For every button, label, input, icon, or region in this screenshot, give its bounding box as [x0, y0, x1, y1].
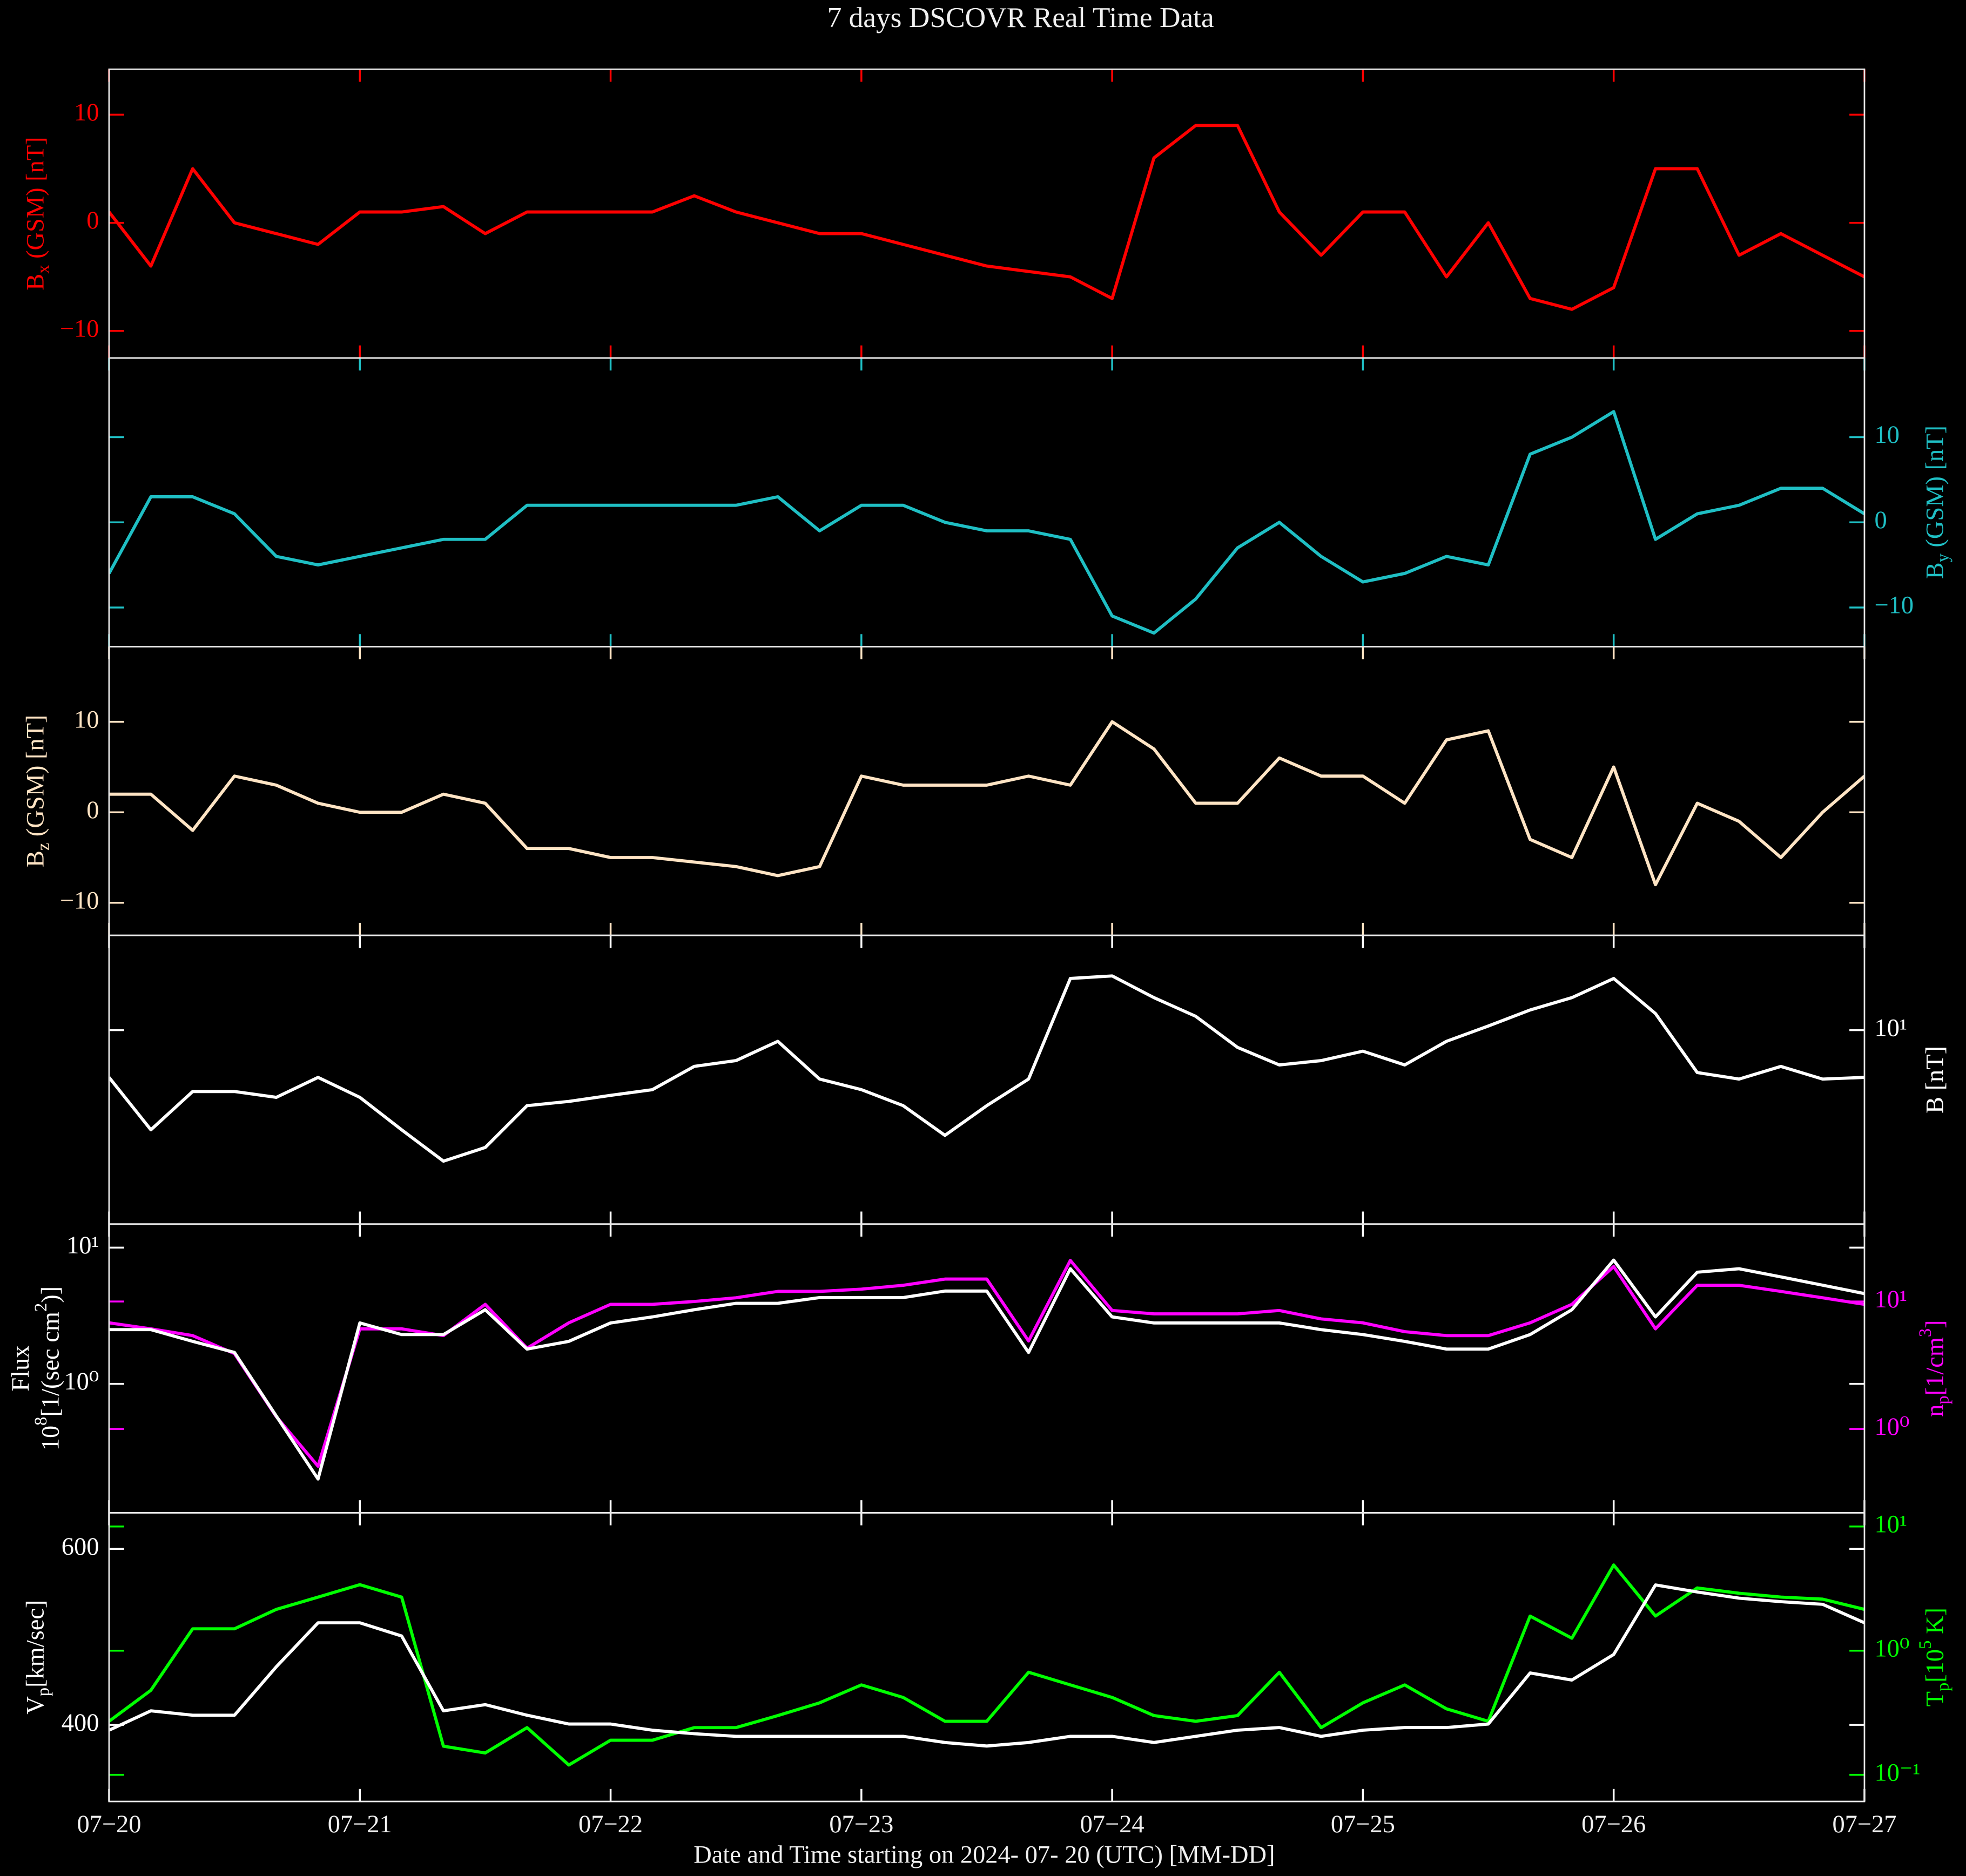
- axis-label-part: x: [34, 265, 53, 274]
- axis-label-part: B [nT]: [1921, 1046, 1949, 1114]
- axis-label-part: ]: [1921, 1320, 1949, 1328]
- y-tick-label: 10¹: [1875, 1510, 1907, 1538]
- axis-label-part: B: [22, 274, 49, 291]
- axis-label-part: n: [1921, 1405, 1949, 1417]
- y-tick-label: −10: [1875, 592, 1914, 619]
- axis-label: By (GSM) [nT]: [1921, 426, 1953, 579]
- axis-label: Flux: [6, 1346, 34, 1392]
- data-line: [109, 1259, 1864, 1468]
- data-line: [109, 124, 1864, 311]
- axis-label-part: y: [1934, 553, 1953, 562]
- data-line: [109, 974, 1864, 1163]
- axis-label-part: [km/sec]: [22, 1600, 49, 1688]
- axis-label-part: 5: [1916, 1641, 1935, 1649]
- axis-label: np[1/cm3]: [1916, 1320, 1953, 1416]
- y-tick-label: 0: [86, 797, 99, 824]
- axis-label: B [nT]: [1921, 1046, 1949, 1114]
- axis-label-part: (GSM) [nT]: [1921, 426, 1949, 554]
- y-tick-label: 10¹: [1875, 1286, 1907, 1313]
- axis-label-part: (GSM) [nT]: [22, 715, 49, 843]
- y-tick-label: 10: [1875, 421, 1900, 449]
- y-tick-label: 10⁰: [1875, 1413, 1910, 1441]
- axis-label-part: )]: [37, 1286, 64, 1303]
- y-tick-label: −10: [60, 315, 99, 342]
- axis-label-part: [1/cm: [1921, 1337, 1949, 1395]
- y-tick-label: 10: [74, 99, 99, 126]
- x-tick-label: 07−27: [1832, 1811, 1896, 1838]
- x-tick-label: 07−23: [829, 1811, 893, 1838]
- axis-label-part: B: [22, 851, 49, 867]
- axis-label-part: [1/(sec cm: [37, 1312, 64, 1417]
- axis-label-part: Flux: [6, 1346, 34, 1392]
- y-tick-label: 400: [62, 1709, 99, 1737]
- y-tick-label: 600: [62, 1533, 99, 1561]
- axis-label: Vp[km/sec]: [22, 1600, 53, 1715]
- axis-label-part: p: [1934, 1395, 1953, 1404]
- x-tick-label: 07−22: [578, 1811, 643, 1838]
- axis-label-part: [10: [1921, 1649, 1949, 1683]
- axis-label-part: K]: [1921, 1608, 1949, 1641]
- y-tick-label: −10: [60, 887, 99, 914]
- axis-label-part: 8: [31, 1417, 51, 1426]
- data-line: [109, 720, 1864, 887]
- axis-label: Bz (GSM) [nT]: [22, 715, 53, 868]
- axis-label: Bx (GSM) [nT]: [22, 137, 53, 290]
- y-tick-label: 10¹: [1875, 1014, 1907, 1042]
- panel: −10 0 10 Bx (GSM) [nT]: [22, 68, 1866, 359]
- axis-label-part: 2: [31, 1303, 51, 1312]
- axis-label-part: T: [1921, 1691, 1949, 1706]
- panel-frame: [108, 1511, 1866, 1803]
- y-tick-label: 10⁰: [64, 1368, 99, 1395]
- x-tick-label: 07−25: [1331, 1811, 1395, 1838]
- x-tick-label: 07−20: [77, 1811, 141, 1838]
- chart-title: 7 days DSCOVR Real Time Data: [827, 1, 1214, 33]
- axis-label-part: p: [1934, 1683, 1953, 1691]
- y-tick-label: 10⁰: [1875, 1635, 1910, 1662]
- axis-label-part: z: [34, 843, 53, 851]
- axis-label-part: B: [1921, 562, 1949, 579]
- axis-label-part: (GSM) [nT]: [22, 137, 49, 265]
- x-tick-label: 07−21: [328, 1811, 392, 1838]
- data-line: [109, 1258, 1864, 1481]
- panel: 07−20 07−21 07−22 07−23 07−24 07−25 07−26 07−27…: [22, 1510, 1953, 1838]
- data-line: [109, 1563, 1864, 1767]
- x-tick-label: 07−24: [1080, 1811, 1144, 1838]
- data-line: [109, 1583, 1864, 1748]
- axis-label-part: 10: [37, 1426, 64, 1450]
- axis-label-part: V: [22, 1696, 49, 1715]
- y-tick-label: 10: [74, 706, 99, 733]
- axis-label: Tp[105 K]: [1916, 1608, 1953, 1706]
- axis-label: 108[1/(sec cm2)]: [31, 1286, 64, 1450]
- axis-label-part: p: [34, 1688, 53, 1696]
- y-tick-label: 0: [1875, 507, 1887, 534]
- panel: −10 0 10 Bz (GSM) [nT]: [22, 646, 1866, 936]
- y-tick-label: 0: [86, 207, 99, 234]
- y-tick-label: 10¹: [66, 1232, 99, 1259]
- x-axis-label: Date and Time starting on 2024- 07- 20 (…: [694, 1841, 1275, 1868]
- axis-label-part: 3: [1916, 1328, 1935, 1337]
- y-tick-label: 10⁻¹: [1875, 1759, 1921, 1786]
- x-tick-label: 07−26: [1581, 1811, 1646, 1838]
- panel: −10 0 10 By (GSM) [nT]: [108, 357, 1953, 647]
- data-line: [109, 410, 1864, 635]
